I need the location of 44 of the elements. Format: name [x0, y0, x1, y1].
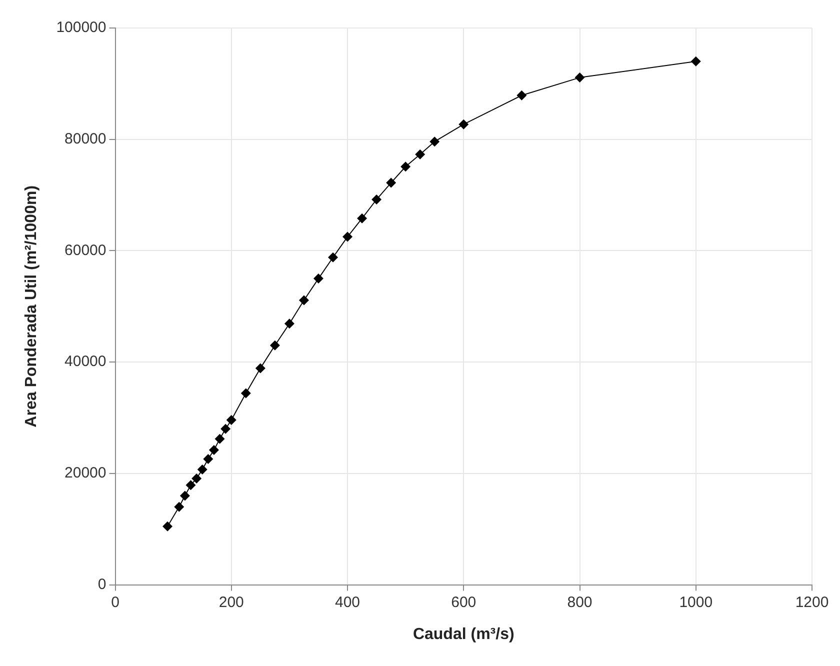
point	[220, 424, 231, 434]
point	[203, 454, 214, 464]
point	[180, 490, 190, 501]
point	[226, 414, 236, 425]
point	[214, 434, 225, 444]
y-tick-label: 20000	[64, 464, 106, 482]
y-tick-label: 60000	[64, 242, 106, 259]
point	[270, 340, 280, 350]
point	[430, 136, 440, 147]
point	[372, 194, 382, 204]
point	[197, 464, 208, 475]
point	[298, 295, 309, 306]
point	[284, 318, 294, 329]
point	[386, 178, 396, 188]
point	[458, 119, 469, 130]
point	[357, 213, 368, 224]
y-tick-label: 80000	[64, 130, 106, 148]
x-tick-label: 800	[567, 594, 592, 611]
y-tick-label: 40000	[64, 353, 106, 370]
point	[255, 363, 266, 374]
y-tick-label: 0	[98, 576, 106, 593]
x-tick-label: 0	[111, 594, 120, 611]
point	[208, 445, 219, 456]
y-axis-title: Area Ponderada Util (m²/1000m)	[23, 185, 40, 428]
point	[240, 388, 251, 398]
point	[174, 502, 184, 512]
y-tick-label: 100000	[56, 19, 106, 36]
point	[516, 90, 527, 100]
x-tick-label: 200	[218, 594, 244, 611]
point	[186, 480, 196, 490]
x-tick-label: 1200	[795, 594, 829, 611]
x-tick-label: 600	[451, 594, 476, 611]
x-axis-title: Caudal (m³/s)	[412, 626, 514, 643]
point	[192, 473, 202, 484]
x-tick-label: 400	[334, 594, 360, 611]
point	[574, 72, 585, 83]
point	[313, 274, 324, 284]
point	[690, 56, 701, 66]
point	[400, 162, 411, 172]
point	[415, 149, 426, 160]
x-tick-label: 1000	[679, 594, 713, 611]
point	[328, 252, 338, 262]
point	[162, 521, 173, 532]
point	[342, 232, 353, 242]
